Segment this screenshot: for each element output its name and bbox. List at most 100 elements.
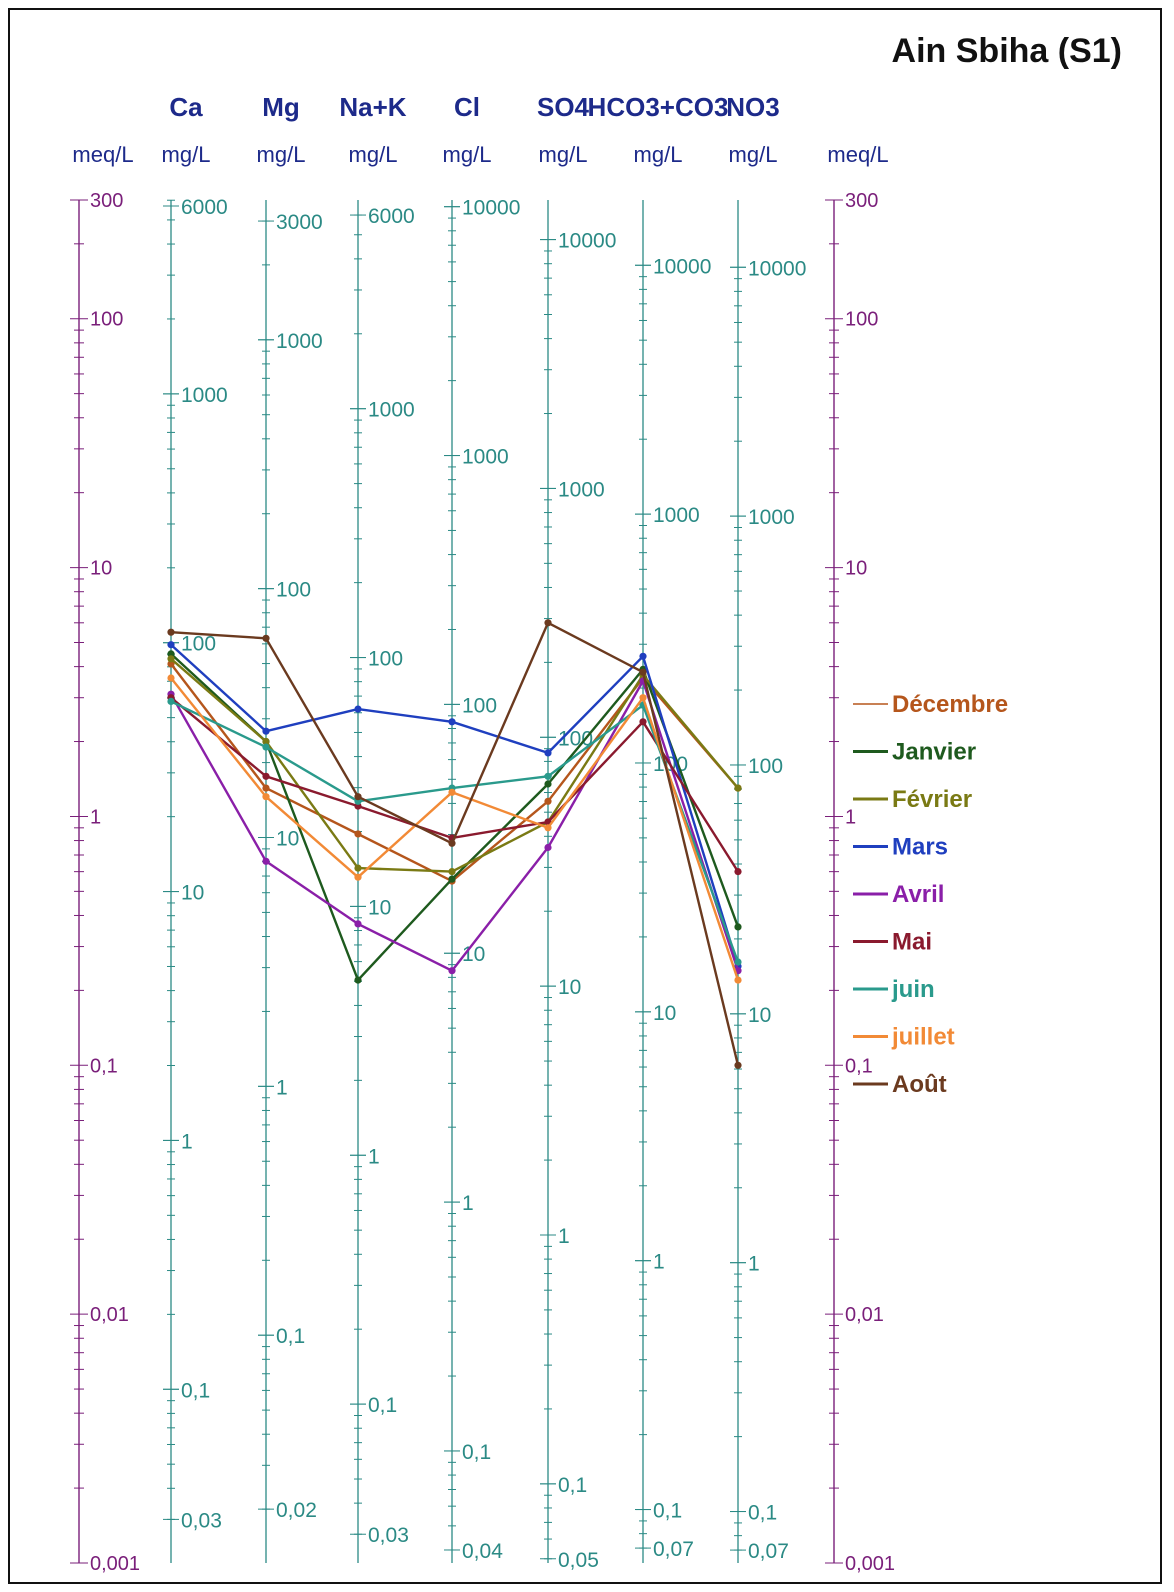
- meq-tick-label: 10: [845, 558, 867, 580]
- ion-tick-label: 0,05: [558, 1549, 599, 1572]
- ion-tick-label: 0,1: [276, 1325, 305, 1348]
- data-point-aout-cl: [448, 839, 456, 847]
- ion-tick-label: 1: [181, 1130, 193, 1153]
- legend-label-mai: Mai: [892, 929, 932, 956]
- data-point-juillet-hco3-co3: [639, 694, 647, 702]
- ion-tick-label: 10: [276, 827, 299, 850]
- mg-unit-label-mg: mg/L: [257, 142, 306, 167]
- meq-tick-label: 0,1: [90, 1055, 118, 1077]
- ion-tick-label: 0,03: [181, 1509, 222, 1532]
- meq-axis-left: 300 100 10 1 0,1 0,01 0,001 meq/L: [70, 142, 140, 1575]
- mg-unit-label-ca: mg/L: [162, 142, 211, 167]
- legend-label-juillet: juillet: [891, 1024, 955, 1051]
- meq-tick-label: 1: [90, 806, 101, 828]
- data-point-juillet-no3: [734, 976, 742, 984]
- legend-item-decembre: Décembre: [853, 691, 1008, 718]
- mg-unit-label-na-k: mg/L: [349, 142, 398, 167]
- ion-tick-label: 1: [276, 1076, 288, 1099]
- series-aout: [167, 619, 742, 1069]
- data-point-juin-ca: [167, 697, 175, 706]
- legend-item-mars: Mars: [853, 834, 948, 861]
- meq-tick-label: 100: [90, 309, 123, 331]
- data-point-mars-ca: [167, 641, 175, 649]
- ion-tick-label: 10: [181, 882, 204, 905]
- data-point-decembre-so4: [544, 797, 552, 805]
- ion-tick-label: 100: [748, 755, 783, 778]
- mg-unit-label-so4: mg/L: [539, 142, 588, 167]
- ion-tick-label: 1000: [653, 504, 700, 527]
- legend-label-janvier: Janvier: [892, 739, 976, 766]
- legend-item-juin: juin: [853, 976, 935, 1003]
- data-point-avril-mg: [262, 857, 270, 865]
- ion-tick-label: 100: [181, 633, 216, 656]
- data-point-mars-hco3-co3: [639, 652, 647, 660]
- data-point-avril-na-k: [354, 920, 362, 928]
- legend-item-fevrier: Février: [853, 786, 972, 813]
- ion-axis-no3: 10000 1000 100 10 1 0,1 0,07 NO3 mg/L: [726, 92, 806, 1563]
- ion-tick-label: 1000: [558, 478, 605, 501]
- legend-label-mars: Mars: [892, 834, 948, 861]
- data-point-mars-cl: [448, 718, 456, 726]
- mg-unit-label-cl: mg/L: [443, 142, 492, 167]
- meq-unit-label-right: meq/L: [827, 142, 888, 167]
- ion-tick-label: 1000: [181, 384, 228, 407]
- legend-item-juillet: juillet: [853, 1024, 955, 1051]
- legend-item-aout: Août: [853, 1071, 947, 1098]
- ion-tick-label: 100: [368, 648, 403, 671]
- meq-unit-label-left: meq/L: [72, 142, 133, 167]
- meq-axis-right: 300 100 10 1 0,1 0,01 0,001 meq/L: [825, 142, 895, 1575]
- data-point-aout-na-k: [354, 793, 362, 801]
- legend-label-aout: Août: [892, 1071, 947, 1098]
- data-point-fevrier-no3: [734, 784, 742, 792]
- ion-tick-label: 6000: [181, 196, 228, 219]
- data-point-aout-hco3-co3: [639, 668, 647, 676]
- ion-label-ca: Ca: [169, 92, 203, 122]
- ion-tick-label: 100: [276, 579, 311, 602]
- ion-tick-label: 3000: [276, 211, 323, 234]
- data-point-janvier-no3: [734, 923, 742, 931]
- ion-tick-label: 0,1: [368, 1394, 397, 1417]
- data-point-decembre-ca: [167, 660, 175, 668]
- data-point-mai-no3: [734, 868, 742, 876]
- ion-tick-label: 10: [558, 976, 581, 999]
- data-point-aout-mg: [262, 634, 270, 642]
- ion-tick-label: 0,1: [653, 1500, 682, 1523]
- ion-tick-label: 10: [368, 896, 391, 919]
- data-point-fevrier-mg: [262, 737, 270, 746]
- data-point-mars-so4: [544, 749, 552, 757]
- data-point-avril-so4: [544, 843, 552, 852]
- ion-tick-label: 1000: [748, 506, 795, 529]
- ion-label-mg: Mg: [262, 92, 300, 122]
- legend-item-mai: Mai: [853, 929, 932, 956]
- data-point-juillet-mg: [262, 793, 270, 801]
- ion-tick-label: 1: [653, 1251, 665, 1274]
- data-point-mars-mg: [262, 727, 270, 735]
- legend-label-decembre: Décembre: [892, 691, 1008, 718]
- series-juin: [167, 697, 742, 966]
- data-point-fevrier-ca: [167, 655, 175, 663]
- ion-tick-label: 0,07: [653, 1538, 694, 1561]
- ion-tick-label: 10: [748, 1004, 771, 1027]
- ion-tick-label: 0,1: [558, 1474, 587, 1497]
- ion-label-hco3-co3: HCO3+CO3: [588, 92, 729, 122]
- meq-tick-label: 0,01: [845, 1304, 884, 1326]
- ion-label-so4: SO4: [537, 92, 590, 122]
- data-point-fevrier-cl: [448, 868, 456, 876]
- ion-axis-ca: 6000 1000 100 10 1 0,1 0,03 Ca mg/L: [162, 92, 228, 1563]
- ion-tick-label: 1000: [368, 399, 415, 422]
- data-point-janvier-so4: [544, 780, 552, 788]
- data-point-juin-mg: [262, 743, 270, 751]
- data-point-aout-no3: [734, 1061, 742, 1069]
- data-point-juin-no3: [734, 958, 742, 966]
- ion-tick-label: 1: [462, 1192, 474, 1215]
- meq-tick-label: 0,001: [90, 1553, 140, 1575]
- data-point-aout-so4: [544, 619, 552, 627]
- ion-axis-na-k: 6000 1000 100 10 1 0,1 0,03 Na+K mg/L: [339, 92, 415, 1563]
- meq-tick-label: 300: [845, 190, 878, 212]
- data-point-decembre-na-k: [354, 830, 362, 838]
- legend-label-fevrier: Février: [892, 786, 972, 813]
- ion-tick-label: 0,03: [368, 1524, 409, 1547]
- ion-label-no3: NO3: [726, 92, 779, 122]
- data-point-mai-mg: [262, 772, 270, 780]
